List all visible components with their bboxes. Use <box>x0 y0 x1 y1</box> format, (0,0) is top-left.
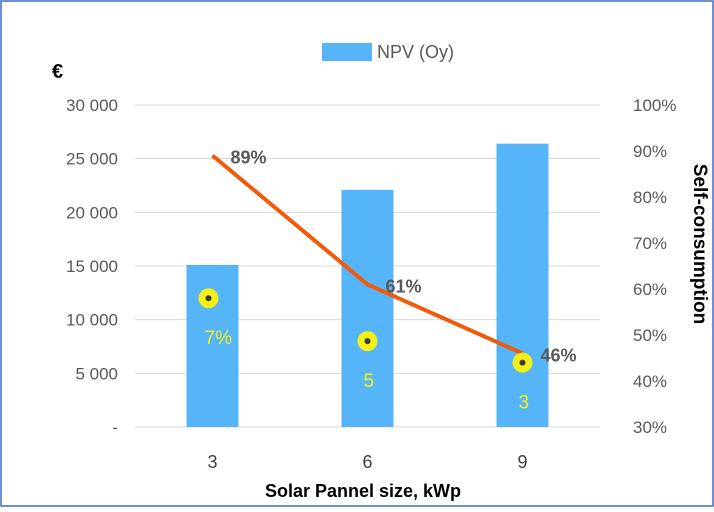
y2-tick-label: 30% <box>633 418 667 437</box>
dot-data-label: 5 <box>364 371 375 392</box>
y2-tick-label: 100% <box>633 96 676 115</box>
y-tick-label: 10 000 <box>66 311 118 330</box>
line-data-label: 61% <box>386 276 422 296</box>
right-axis-ticks: 30% 40% 50% 60% 70% 80% 90% 100% <box>633 96 676 437</box>
x-tick-label: 3 <box>207 452 217 472</box>
x-tick-label: 6 <box>362 452 372 472</box>
y2-tick-label: 90% <box>633 142 667 161</box>
x-axis-title: Solar Pannel size, kWp <box>265 481 461 501</box>
bar <box>341 189 394 427</box>
line-series <box>211 154 524 356</box>
y2-tick-label: 70% <box>633 234 667 253</box>
dot-center <box>519 359 526 366</box>
legend-label-npv: NPV (Oy) <box>377 42 454 62</box>
x-tick-label: 9 <box>517 452 527 472</box>
dot-data-label: 7% <box>205 328 233 349</box>
line-data-label: 89% <box>231 148 267 168</box>
y2-axis-title: Self-consumption <box>689 164 710 324</box>
y2-tick-label: 80% <box>633 188 667 207</box>
legend-swatch-npv <box>322 43 372 61</box>
y-tick-label: 30 000 <box>66 96 118 115</box>
y-tick-label: - <box>112 418 118 437</box>
self-consumption-line <box>211 154 524 356</box>
y2-tick-label: 40% <box>633 372 667 391</box>
y-tick-label: 25 000 <box>66 150 118 169</box>
dot-center <box>205 295 212 302</box>
y-tick-label: 15 000 <box>66 257 118 276</box>
left-axis-ticks: - 5 000 10 000 15 000 20 000 25 000 30 000 <box>66 96 118 437</box>
y-tick-label: 20 000 <box>66 203 118 222</box>
y2-tick-label: 50% <box>633 326 667 345</box>
data-labels: 89% 61% 46% 7% 5 3 <box>205 148 577 414</box>
y-axis-title: € <box>52 61 63 83</box>
x-axis-ticks: 3 6 9 <box>207 452 527 472</box>
y-tick-label: 5 000 <box>75 364 118 383</box>
y2-tick-label: 60% <box>633 280 667 299</box>
dot-data-label: 3 <box>519 393 530 414</box>
line-data-label: 46% <box>541 345 577 365</box>
dot-center <box>364 338 371 345</box>
dot-series <box>198 288 533 373</box>
bar <box>496 143 549 427</box>
